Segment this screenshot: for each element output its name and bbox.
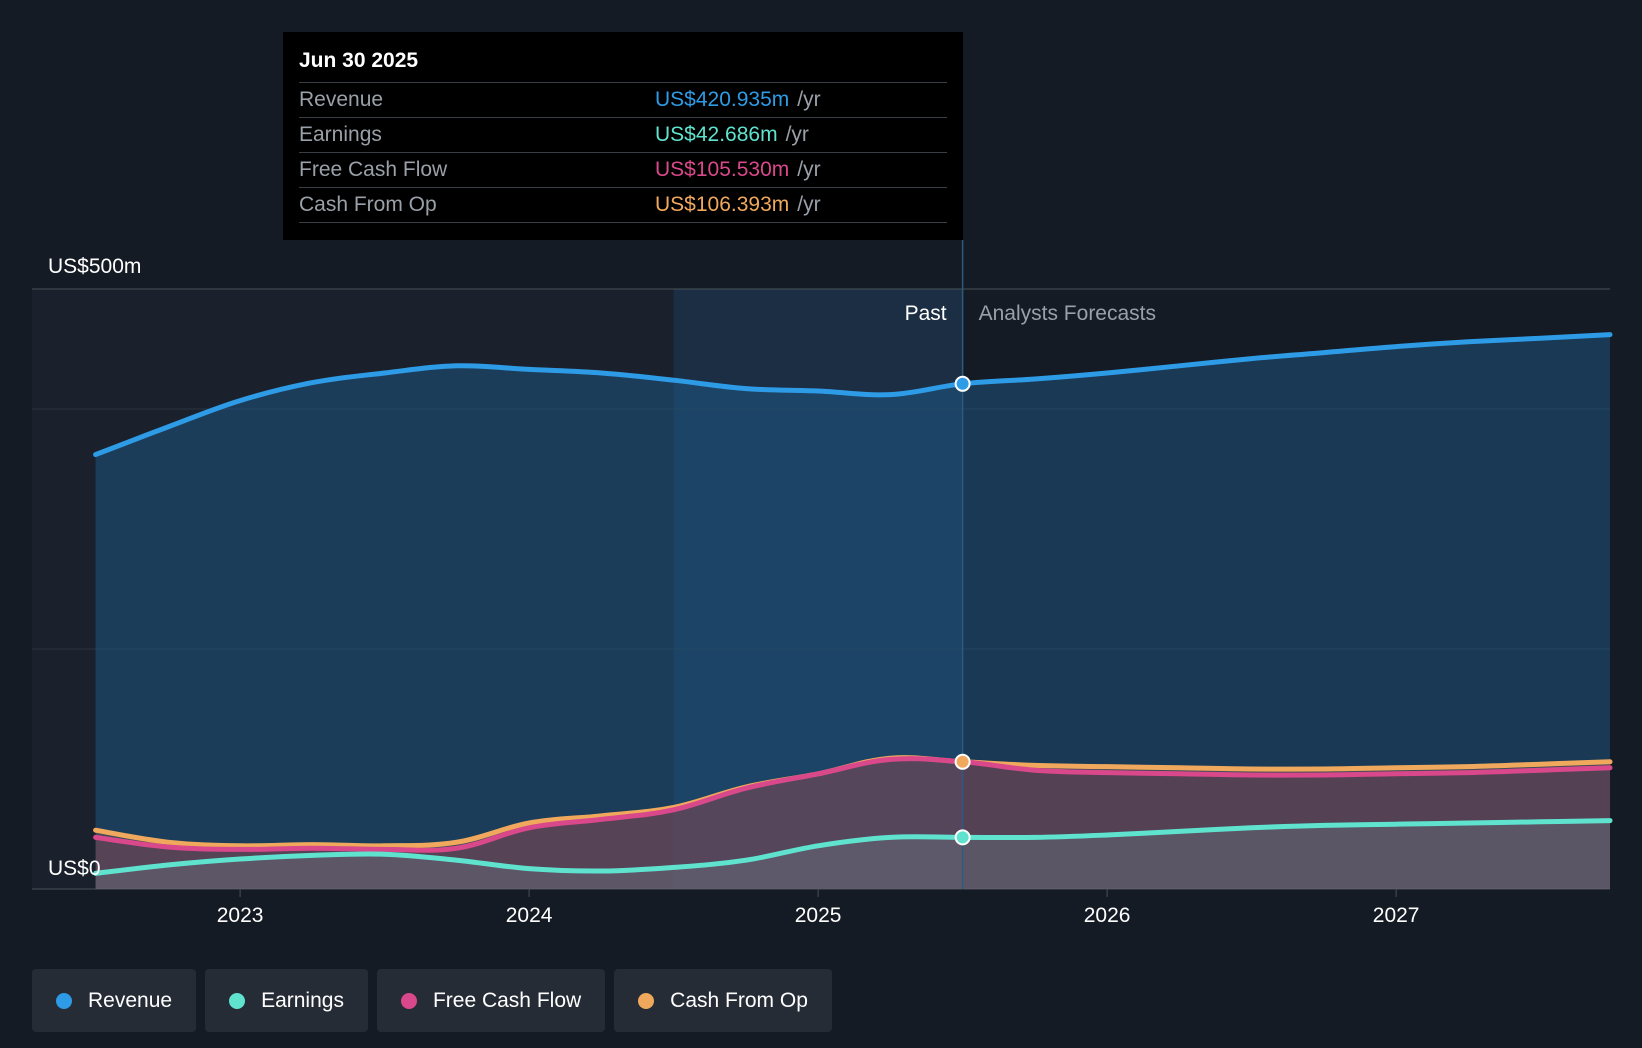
x-tick-label: 2024 (506, 904, 553, 927)
tooltip-label: Cash From Op (299, 193, 437, 216)
tooltip-unit: /yr (797, 88, 821, 111)
tooltip-value: US$106.393m (655, 193, 790, 216)
earnings-area (95, 820, 1611, 889)
free-cash-flow-line (93, 756, 1613, 853)
tooltip-unit: /yr (785, 123, 809, 146)
tooltip-label: Earnings (299, 123, 382, 146)
legend-item-free-cash-flow[interactable]: Free Cash Flow (376, 969, 606, 1032)
legend-item-cash-from-op[interactable]: Cash From Op (614, 969, 832, 1032)
cash-from-op-marker (954, 753, 971, 770)
legend-dot-icon (229, 992, 246, 1009)
past-label: Past (905, 302, 947, 325)
forecast-label: Analysts Forecasts (979, 302, 1156, 325)
tooltip-value: US$42.686m (655, 123, 778, 146)
free-cash-flow-area (95, 758, 1611, 889)
revenue-area (95, 334, 1611, 890)
legend-label: Cash From Op (670, 988, 808, 1012)
earnings-marker (954, 829, 971, 846)
x-tick-label: 2025 (795, 904, 842, 927)
legend-item-revenue[interactable]: Revenue (32, 969, 197, 1032)
y-tick-label: US$0 (48, 857, 101, 880)
tooltip-row-cash-from-op: Cash From Op US$106.393m /yr (299, 187, 947, 223)
tooltip-date: Jun 30 2025 (299, 49, 419, 72)
revenue-marker (954, 375, 971, 392)
legend-label: Revenue (88, 988, 173, 1012)
cash-from-op-area (95, 757, 1611, 889)
tooltip-row-earnings: Earnings US$42.686m /yr (299, 117, 947, 152)
tooltip-row-revenue: Revenue US$420.935m /yr (299, 82, 947, 117)
tooltip-value: US$105.530m (655, 158, 790, 181)
tooltip-label: Revenue (299, 88, 384, 111)
legend-label: Earnings (261, 988, 344, 1012)
revenue-line (93, 332, 1613, 458)
legend-label: Free Cash Flow (432, 988, 582, 1012)
tooltip-row-free-cash-flow: Free Cash Flow US$105.530m /yr (299, 152, 947, 187)
tooltip-value: US$420.935m (655, 88, 790, 111)
y-tick-label: US$500m (48, 255, 141, 278)
legend-dot-icon (400, 992, 417, 1009)
chart-legend: Revenue Earnings Free Cash Flow Cash Fro… (32, 969, 832, 1032)
legend-dot-icon (56, 992, 72, 1009)
legend-dot-icon (638, 992, 655, 1009)
earnings-line (93, 818, 1613, 876)
tooltip-unit: /yr (797, 158, 821, 181)
x-tick-label: 2026 (1084, 904, 1131, 927)
x-tick-label: 2027 (1373, 904, 1420, 927)
tooltip-label: Free Cash Flow (299, 158, 448, 181)
legend-item-earnings[interactable]: Earnings (205, 969, 368, 1032)
data-tooltip: Jun 30 2025 Revenue US$420.935m /yr Earn… (283, 32, 963, 240)
tooltip-unit: /yr (797, 193, 821, 216)
x-tick-label: 2023 (217, 904, 264, 927)
